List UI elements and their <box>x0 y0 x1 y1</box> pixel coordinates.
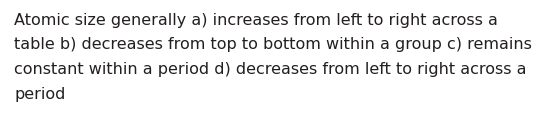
Text: constant within a period d) decreases from left to right across a: constant within a period d) decreases fr… <box>14 62 527 77</box>
Text: Atomic size generally a) increases from left to right across a: Atomic size generally a) increases from … <box>14 13 498 28</box>
Text: table b) decreases from top to bottom within a group c) remains: table b) decreases from top to bottom wi… <box>14 38 532 53</box>
Text: period: period <box>14 87 65 102</box>
